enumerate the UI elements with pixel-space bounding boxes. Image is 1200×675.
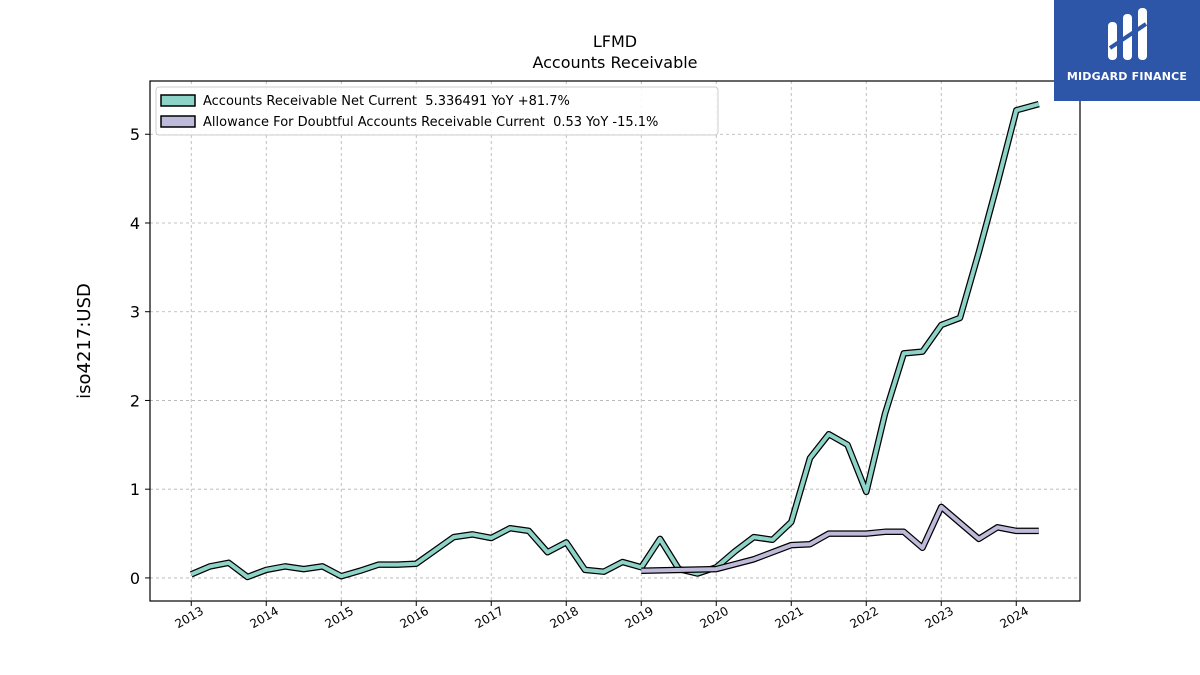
x-tick-label: 2017	[473, 604, 506, 631]
plot-frame	[149, 80, 1081, 602]
legend-swatch-net-current	[160, 94, 196, 107]
x-tick-label: 2023	[923, 604, 956, 631]
y-axis-label: iso4217:USD	[74, 283, 95, 399]
x-tick-label: 2024	[998, 604, 1031, 631]
legend-label-allowance: Allowance For Doubtful Accounts Receivab…	[203, 115, 658, 130]
chart-subtitle: Accounts Receivable	[532, 53, 697, 72]
legend-label-net-current: Accounts Receivable Net Current 5.336491…	[203, 94, 570, 109]
brand-mark-icon	[1108, 8, 1148, 60]
brand-name: MIDGARD FINANCE	[1066, 70, 1188, 83]
series-layer	[189, 100, 1040, 581]
x-tick-label: 2020	[698, 604, 731, 631]
x-tick-label: 2015	[323, 604, 356, 631]
x-tick-label: 2014	[248, 604, 281, 631]
y-tick-label: 4	[130, 214, 140, 233]
grid-lines	[150, 81, 1080, 601]
brand-logo: MIDGARD FINANCE	[1054, 0, 1200, 101]
legend-frame	[155, 86, 719, 136]
y-tick-label: 3	[130, 303, 140, 322]
series-line-allowance	[641, 504, 1039, 573]
y-tick-label: 1	[130, 480, 140, 499]
x-tick-label: 2013	[173, 604, 206, 631]
y-tick-label: 0	[130, 569, 140, 588]
legend: Accounts Receivable Net Current 5.336491…	[155, 86, 719, 136]
series-line-net-current	[190, 102, 1040, 579]
chart-title: LFMD	[593, 32, 637, 51]
x-tick-label: 2016	[398, 604, 431, 631]
y-tick-label: 5	[130, 125, 140, 144]
x-tick-label: 2022	[848, 604, 881, 631]
series-outline-net-current	[189, 100, 1040, 581]
x-tick-label: 2019	[623, 604, 656, 631]
legend-swatch-allowance	[160, 115, 196, 128]
y-tick-label: 2	[130, 391, 140, 410]
x-tick-label: 2021	[773, 604, 806, 631]
x-tick-label: 2018	[548, 604, 581, 631]
